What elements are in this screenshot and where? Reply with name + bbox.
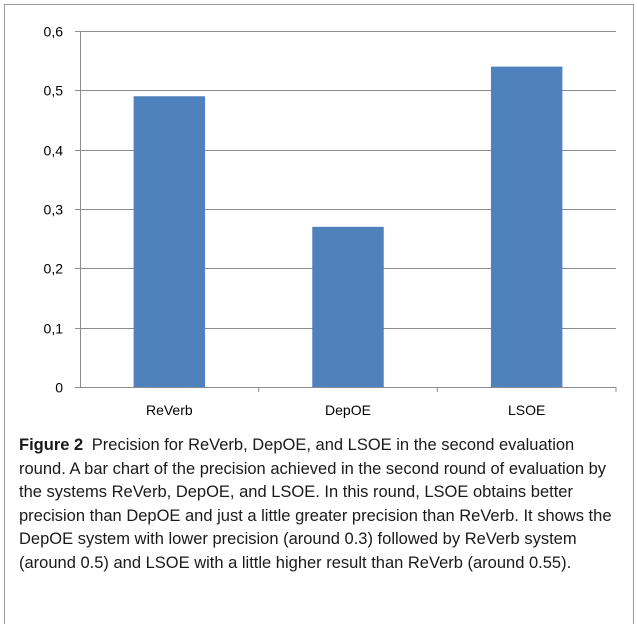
figure-label: Figure 2 (19, 436, 84, 454)
y-tick-label: 0 (55, 380, 63, 396)
bar-reverb (133, 96, 206, 388)
y-tick-label: 0,3 (44, 202, 64, 218)
axes (75, 31, 617, 392)
bar-lsoe (490, 66, 563, 387)
bar-chart: 0 0,1 0,2 0,3 0,4 0,5 0,6 ReVerb DepOE LSOE (44, 24, 617, 419)
y-tick-label: 0,5 (44, 83, 64, 99)
y-tick-label: 0,1 (44, 321, 64, 337)
tick-labels: 0 0,1 0,2 0,3 0,4 0,5 0,6 ReVerb DepOE LSOE (44, 24, 546, 419)
y-tick-label: 0,4 (44, 143, 64, 159)
x-tick-label: DepOE (325, 402, 371, 418)
y-tick-label: 0,2 (44, 261, 64, 277)
figure-caption: Figure 2 Precision for ReVerb, DepOE, an… (19, 434, 619, 575)
caption-text: Precision for ReVerb, DepOE, and LSOE in… (19, 436, 612, 572)
x-tick-label: ReVerb (146, 402, 193, 418)
y-tick-label: 0,6 (44, 24, 64, 40)
bars (133, 66, 563, 388)
bar-depoe (312, 226, 384, 387)
figure-frame (4, 4, 634, 624)
x-tick-label: LSOE (508, 402, 545, 418)
